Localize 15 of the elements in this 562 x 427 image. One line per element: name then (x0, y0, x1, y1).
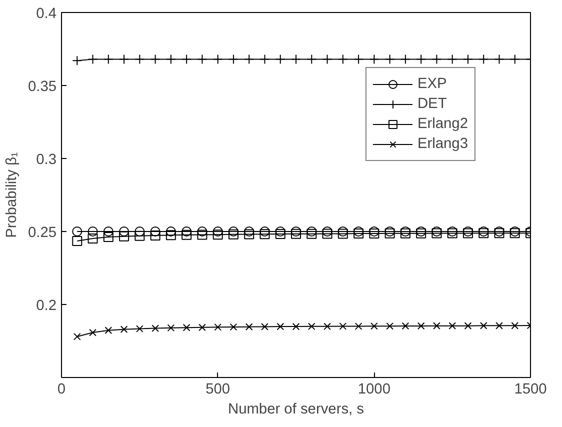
legend-label: Erlang2 (417, 116, 468, 132)
y-tick-label: 0.2 (36, 298, 56, 314)
y-tick-label: 0.3 (36, 152, 56, 168)
x-axis-title: Number of servers, s (228, 402, 364, 418)
x-tick-label: 1500 (514, 382, 547, 398)
x-tick-label: 0 (57, 382, 66, 398)
x-tick-label: 1000 (358, 382, 390, 398)
y-tick-label: 0.25 (28, 225, 57, 241)
y-tick-label: 0.4 (36, 6, 56, 22)
y-axis-title: Probability β₁ (4, 152, 20, 238)
legend-label: DET (417, 96, 447, 112)
legend-label: Erlang3 (417, 136, 468, 152)
x-tick-label: 500 (206, 382, 230, 398)
legend-label: EXP (417, 76, 447, 92)
y-tick-label: 0.35 (28, 79, 57, 95)
